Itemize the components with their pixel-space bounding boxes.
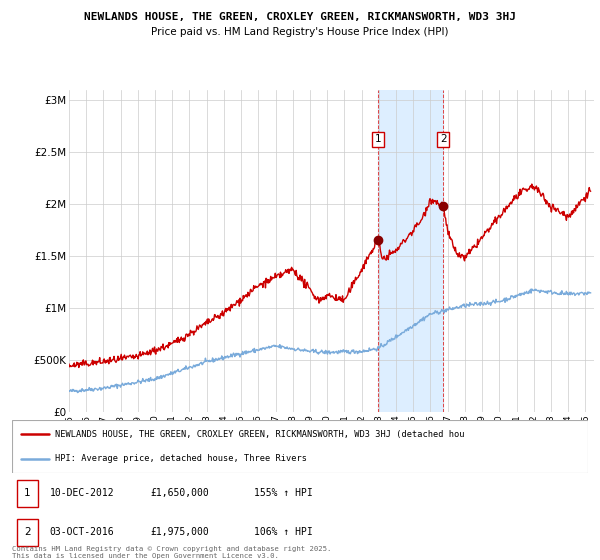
FancyBboxPatch shape <box>12 420 588 473</box>
Text: 2: 2 <box>24 528 31 538</box>
Bar <box>378 90 443 412</box>
Text: Contains HM Land Registry data © Crown copyright and database right 2025.
This d: Contains HM Land Registry data © Crown c… <box>12 546 331 559</box>
Text: 2: 2 <box>440 134 446 144</box>
Text: £1,975,000: £1,975,000 <box>150 528 209 538</box>
Text: NEWLANDS HOUSE, THE GREEN, CROXLEY GREEN, RICKMANSWORTH, WD3 3HJ (detached hou: NEWLANDS HOUSE, THE GREEN, CROXLEY GREEN… <box>55 430 465 439</box>
Text: HPI: Average price, detached house, Three Rivers: HPI: Average price, detached house, Thre… <box>55 454 307 463</box>
FancyBboxPatch shape <box>17 479 38 507</box>
Text: NEWLANDS HOUSE, THE GREEN, CROXLEY GREEN, RICKMANSWORTH, WD3 3HJ: NEWLANDS HOUSE, THE GREEN, CROXLEY GREEN… <box>84 12 516 22</box>
Text: 155% ↑ HPI: 155% ↑ HPI <box>254 488 313 498</box>
Text: 03-OCT-2016: 03-OCT-2016 <box>49 528 114 538</box>
FancyBboxPatch shape <box>17 519 38 546</box>
Text: 10-DEC-2012: 10-DEC-2012 <box>49 488 114 498</box>
Text: 1: 1 <box>374 134 381 144</box>
Text: 106% ↑ HPI: 106% ↑ HPI <box>254 528 313 538</box>
Text: 1: 1 <box>24 488 31 498</box>
Text: Price paid vs. HM Land Registry's House Price Index (HPI): Price paid vs. HM Land Registry's House … <box>151 27 449 37</box>
Text: £1,650,000: £1,650,000 <box>150 488 209 498</box>
